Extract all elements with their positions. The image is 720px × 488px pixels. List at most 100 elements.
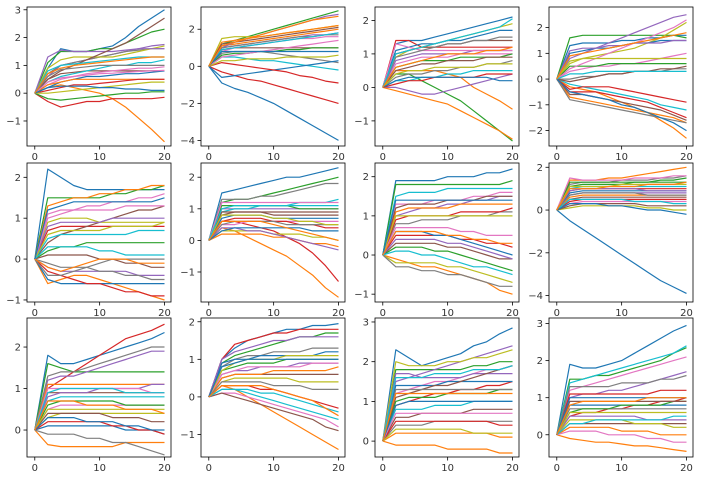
series-line-s17	[34, 193, 165, 260]
series-line-s13	[556, 400, 687, 436]
y-tick-label: 2	[537, 356, 543, 367]
series-line-s1	[208, 167, 339, 241]
series-line-s22	[34, 258, 165, 272]
series-line-s10	[208, 56, 339, 71]
series-line-s1	[556, 324, 687, 435]
series-line-s2	[34, 429, 165, 448]
x-tick-label: 0	[380, 463, 386, 474]
x-tick-label: 20	[158, 463, 171, 474]
series-line-s20	[556, 70, 687, 80]
y-tick-label: 1	[15, 61, 21, 72]
series-line-s19	[34, 221, 165, 260]
series-line-s17	[382, 412, 513, 442]
x-tick-label: 10	[615, 152, 628, 163]
series-line-s9	[556, 205, 687, 211]
series-line-s15	[208, 336, 339, 398]
series-line-s5	[556, 371, 687, 435]
series-line-s18	[208, 220, 339, 241]
series-line-s15	[556, 188, 687, 211]
series-line-s22	[556, 32, 687, 80]
series-line-s19	[208, 214, 339, 241]
x-tick-label: 10	[615, 308, 628, 319]
x-tick-label: 20	[332, 308, 345, 319]
series-line-s16	[556, 65, 687, 83]
series-line-s19	[382, 428, 513, 442]
series-line-s7	[382, 53, 513, 88]
series-line-s18	[208, 34, 339, 67]
series-line-s15	[208, 227, 339, 251]
series-line-s21	[556, 203, 687, 215]
series-line-s9	[382, 349, 513, 442]
series-line-s18	[34, 64, 165, 94]
x-tick-label: 0	[380, 152, 386, 163]
series-line-s8	[208, 347, 339, 398]
series-line-s6	[208, 211, 339, 241]
y-tick-label: 1	[189, 355, 195, 366]
y-tick-label: 0	[363, 437, 369, 448]
series-group	[208, 323, 339, 451]
series-line-s2	[208, 227, 339, 298]
series-line-s4	[208, 328, 339, 398]
axes-frame	[26, 162, 172, 303]
series-line-s17	[34, 69, 165, 94]
series-line-s20	[34, 246, 165, 260]
subplot-3: 0 10 20 −1 0 1 2	[354, 6, 520, 163]
y-tick-label: −2	[528, 248, 543, 259]
series-line-s3	[556, 347, 687, 435]
x-tick-label: 20	[506, 463, 519, 474]
series-line-s12	[208, 233, 339, 248]
y-tick-label: 1	[363, 397, 369, 408]
series-line-s22	[208, 220, 339, 241]
y-tick-label: 3	[363, 317, 369, 328]
x-tick-label: 10	[615, 463, 628, 474]
axes-frame	[548, 162, 694, 303]
series-line-s16	[34, 17, 165, 94]
subplot-9: 0 10 20 0 1 2	[15, 317, 172, 474]
x-tick-label: 20	[158, 152, 171, 163]
series-line-s19	[556, 411, 687, 436]
series-group	[34, 168, 165, 301]
series-line-s18	[34, 258, 165, 276]
series-line-s22	[382, 230, 513, 256]
series-line-s16	[382, 195, 513, 256]
axes-frame	[548, 317, 694, 458]
series-line-s20	[34, 387, 165, 431]
series-line-s13	[34, 400, 165, 431]
y-tick-label: 0	[537, 430, 543, 441]
x-tick-label: 0	[554, 463, 560, 474]
series-line-s4	[382, 380, 513, 442]
series-line-s16	[382, 365, 513, 442]
x-tick-label: 20	[506, 308, 519, 319]
series-line-s14	[208, 61, 339, 84]
series-line-s12	[208, 366, 339, 398]
y-tick-label: −1	[6, 295, 21, 306]
x-tick-label: 10	[441, 152, 454, 163]
series-line-s20	[556, 415, 687, 436]
series-line-s7	[34, 66, 165, 94]
series-line-s20	[382, 250, 513, 276]
series-group	[556, 166, 687, 294]
x-tick-label: 20	[158, 308, 171, 319]
y-tick-label: −1	[354, 290, 369, 301]
series-line-s22	[556, 181, 687, 211]
x-tick-label: 0	[554, 152, 560, 163]
series-line-s5	[382, 195, 513, 256]
x-tick-label: 0	[32, 152, 38, 163]
series-line-s12	[556, 426, 687, 436]
y-tick-label: 3	[15, 5, 21, 16]
axes-frame	[200, 317, 346, 458]
series-line-s10	[556, 345, 687, 435]
subplot-8: 0 10 20 −4 −2 0 2	[528, 162, 694, 319]
series-line-s14	[556, 78, 687, 103]
series-line-s5	[34, 350, 165, 431]
series-line-s17	[556, 430, 687, 443]
y-tick-label: 2	[189, 317, 195, 328]
axes-frame	[374, 317, 520, 458]
series-line-s7	[34, 205, 165, 260]
y-tick-label: −4	[180, 136, 195, 147]
series-line-s10	[382, 69, 513, 88]
series-line-s4	[208, 65, 339, 104]
series-line-s18	[382, 254, 513, 287]
series-line-s21	[208, 50, 339, 67]
y-tick-label: 2	[363, 16, 369, 27]
